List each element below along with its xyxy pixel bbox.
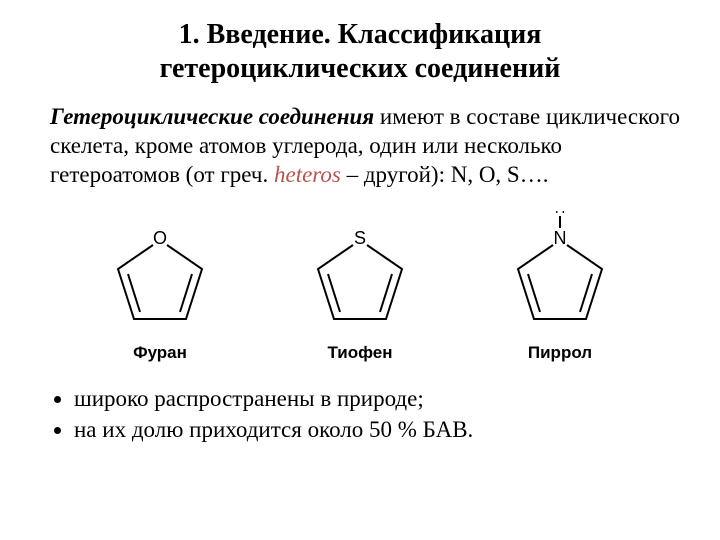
heteroatom-label: N — [554, 228, 567, 248]
structure-pyrrole: N H Пиррол — [490, 211, 630, 363]
bullet-item: широко распространены в природе; — [74, 383, 680, 414]
bullet-item: на их долю приходится около 50 % БАВ. — [74, 414, 680, 445]
pyrrole-diagram: N H — [490, 211, 630, 335]
title-line-1: 1. Введение. Классификация — [179, 19, 542, 50]
structure-furan: O Фуран — [90, 223, 230, 363]
definition-body-2: – другой): N, O, S…. — [341, 162, 549, 187]
thiophene-diagram: S — [290, 223, 430, 335]
structure-name: Пиррол — [528, 343, 592, 363]
definition-paragraph: Гетероциклические соединения имеют в сос… — [40, 103, 680, 189]
definition-term: Гетероциклические соединения — [50, 104, 374, 129]
slide: 1. Введение. Классификация гетероцикличе… — [0, 0, 720, 540]
structure-name: Тиофен — [328, 343, 393, 363]
structure-name: Фуран — [133, 343, 187, 363]
furan-diagram: O — [90, 223, 230, 335]
definition-greek: heteros — [274, 162, 341, 187]
slide-title: 1. Введение. Классификация гетероцикличе… — [40, 18, 680, 85]
structure-thiophene: S Тиофен — [290, 223, 430, 363]
structures-row: O Фуран S Тиофен N H — [40, 203, 680, 377]
h-label: H — [555, 211, 565, 216]
bullet-list: широко распространены в природе; на их д… — [40, 383, 680, 445]
title-line-2: гетероциклических соединений — [160, 53, 561, 84]
heteroatom-label: O — [153, 228, 167, 248]
heteroatom-label: S — [354, 228, 366, 248]
